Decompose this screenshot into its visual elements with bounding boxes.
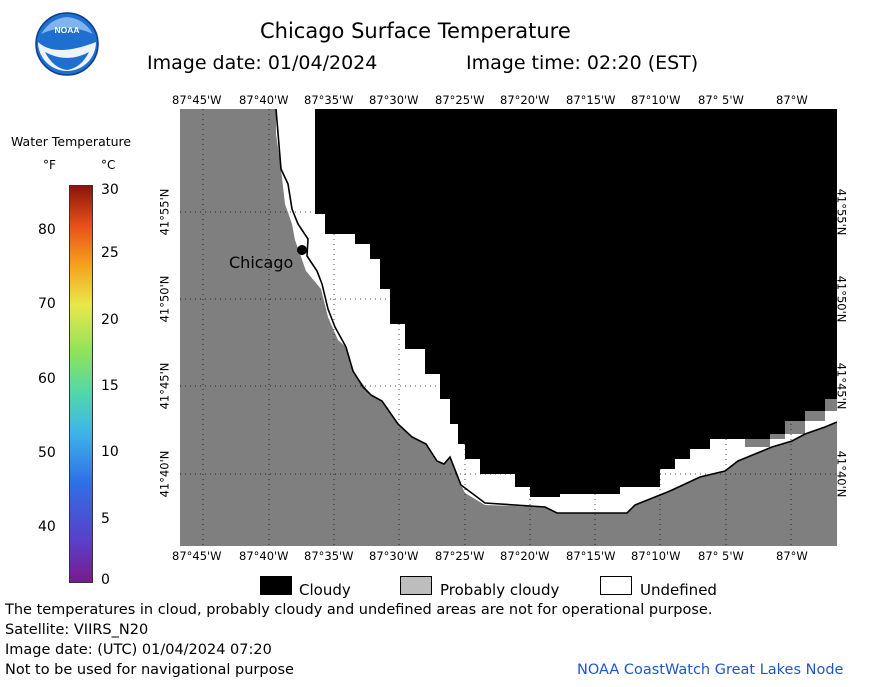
image-date: Image date: 01/04/2024 (147, 52, 378, 74)
tick-f-80: 80 (38, 222, 56, 238)
colorbar-title: Water Temperature (11, 134, 132, 149)
lon-bottom-5: 87°25'W (435, 549, 485, 563)
tick-f-60: 60 (38, 371, 56, 387)
lat-left-4: 41°40'N (157, 450, 172, 498)
tick-c-0: 0 (101, 572, 110, 588)
lat-left-2: 41°50'N (157, 275, 172, 323)
legend-swatch-undefined (600, 576, 632, 595)
lon-bottom-9: 87° 5'W (698, 549, 744, 563)
lat-right-1: 41°55'N (834, 188, 849, 236)
legend-swatch-probably-cloudy (400, 576, 432, 595)
disclaimer-text: The temperatures in cloud, probably clou… (5, 602, 713, 618)
lat-right-2: 41°50'N (834, 275, 849, 323)
chicago-marker (297, 245, 307, 255)
tick-c-20: 20 (101, 312, 119, 328)
lon-top-5: 87°25'W (435, 93, 485, 107)
lat-left-1: 41°55'N (157, 188, 172, 236)
shoreline (275, 109, 837, 514)
legend-undefined: Undefined (640, 581, 717, 599)
legend-cloudy: Cloudy (299, 581, 351, 599)
tick-f-50: 50 (38, 445, 56, 461)
lon-top-2: 87°40'W (239, 93, 289, 107)
lon-top-7: 87°15'W (566, 93, 616, 107)
lon-bottom-10: 87°W (776, 549, 808, 563)
undefined-area (276, 109, 837, 513)
lon-top-4: 87°30'W (369, 93, 419, 107)
lat-left-3: 41°45'N (157, 362, 172, 410)
tick-f-70: 70 (38, 296, 56, 312)
legend-swatch-cloudy (260, 576, 292, 595)
image-time: Image time: 02:20 (EST) (466, 52, 699, 74)
lon-bottom-6: 87°20'W (500, 549, 550, 563)
tick-c-30: 30 (101, 182, 119, 198)
lon-bottom-2: 87°40'W (239, 549, 289, 563)
chicago-label: Chicago (229, 253, 294, 272)
logo-text: NOAA (54, 25, 79, 35)
lon-top-6: 87°20'W (500, 93, 550, 107)
tick-c-10: 10 (101, 444, 119, 460)
unit-celsius: °C (101, 158, 116, 172)
lon-top-3: 87°35'W (304, 93, 354, 107)
lon-top-9: 87° 5'W (698, 93, 744, 107)
satellite-text: Satellite: VIIRS_N20 (5, 622, 149, 638)
nav-warning-text: Not to be used for navigational purpose (5, 662, 294, 678)
lon-top-8: 87°10'W (631, 93, 681, 107)
lat-right-4: 41°40'N (834, 450, 849, 498)
lon-bottom-8: 87°10'W (631, 549, 681, 563)
lon-bottom-3: 87°35'W (304, 549, 354, 563)
lon-bottom-1: 87°45'W (172, 549, 222, 563)
cloudy-area (315, 109, 837, 497)
tick-c-15: 15 (101, 378, 119, 394)
colorbar (69, 185, 93, 583)
coastwatch-node[interactable]: NOAA CoastWatch Great Lakes Node (577, 662, 844, 678)
tick-c-25: 25 (101, 245, 119, 261)
utc-date-text: Image date: (UTC) 01/04/2024 07:20 (5, 642, 272, 658)
noaa-logo: NOAA (35, 12, 99, 76)
map-area (180, 109, 837, 546)
unit-fahrenheit: °F (43, 158, 56, 172)
tick-f-40: 40 (38, 519, 56, 535)
lon-bottom-7: 87°15'W (566, 549, 616, 563)
map-title: Chicago Surface Temperature (260, 19, 571, 43)
lon-top-1: 87°45'W (172, 93, 222, 107)
lon-top-10: 87°W (776, 93, 808, 107)
lat-right-3: 41°45'N (834, 362, 849, 410)
lon-bottom-4: 87°30'W (369, 549, 419, 563)
tick-c-5: 5 (101, 511, 110, 527)
legend-probably-cloudy: Probably cloudy (440, 581, 560, 599)
